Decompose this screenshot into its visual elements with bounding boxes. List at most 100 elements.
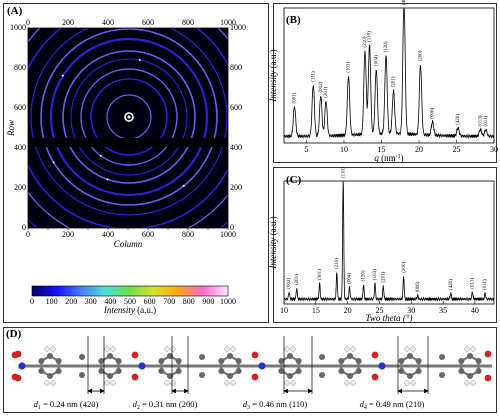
bright-spot — [106, 178, 109, 181]
oxygen-atom — [251, 351, 259, 359]
x-tick-label-top: 600 — [142, 18, 154, 27]
nitrogen-atom — [378, 362, 386, 370]
plot-frame — [283, 180, 495, 305]
beam-center — [124, 112, 134, 122]
carbon-atom — [398, 358, 405, 364]
colorbar-tick-label: 500 — [124, 297, 136, 306]
diffraction-ring — [62, 50, 196, 184]
hydrogen-atom — [284, 346, 290, 352]
nitrogen-atom — [138, 362, 146, 370]
peak-label: (006) — [431, 108, 436, 119]
hydrogen-atom — [164, 380, 170, 386]
carbon-atom — [475, 368, 482, 374]
hydrogen-atom — [284, 380, 290, 386]
carbon-atom — [47, 353, 53, 359]
carbon-atom — [398, 368, 405, 374]
hydrogen-atom — [344, 380, 350, 386]
carbon-atom — [158, 358, 165, 364]
carbon-atom — [98, 358, 105, 364]
bright-spot — [138, 59, 141, 62]
x-tick-label-bottom: 800 — [182, 230, 194, 239]
bright-spot — [182, 184, 185, 187]
hydrogen-atom — [104, 380, 110, 386]
peak-label: (201) — [392, 76, 397, 87]
monomer-unit — [371, 346, 422, 386]
diffraction-rings — [28, 28, 228, 228]
y-tick-label-right: 400 — [230, 143, 242, 152]
x-tick-label: 30 — [407, 306, 415, 315]
x-tick-label: 25 — [375, 306, 383, 315]
x-tick-label: 30 — [490, 145, 498, 154]
colorbar-tick-label: 400 — [104, 297, 116, 306]
x-axis-unit: (nm-1) — [381, 153, 404, 163]
colorbar-tick-label: 300 — [85, 297, 97, 306]
x-tick-label-bottom: 0 — [26, 230, 30, 239]
peak-label: (210) — [363, 36, 368, 47]
carbon-atom — [38, 358, 45, 364]
x-tick-label-bottom: 400 — [102, 230, 114, 239]
peak-label: (201) — [324, 87, 329, 98]
x-tick-label: 20 — [344, 306, 352, 315]
x-tick-label-top: 0 — [26, 18, 30, 27]
hydrogen-atom — [44, 346, 50, 352]
carbon-atom — [38, 368, 45, 374]
carbon-atom — [107, 373, 113, 379]
nitrogen-atom — [18, 362, 26, 370]
carbon-atom — [175, 358, 182, 364]
carbon-atom — [439, 354, 445, 360]
bright-spot — [99, 154, 102, 157]
carbon-atom — [218, 358, 225, 364]
beamstop-bar — [28, 138, 228, 147]
x-tick-label: 10 — [340, 145, 348, 154]
carbon-atom — [407, 373, 413, 379]
x-tick-label: 35 — [439, 306, 447, 315]
colorbar-label: Intensity (a.u.) — [103, 305, 156, 315]
y-tick-label-right: 200 — [230, 183, 242, 192]
carbon-atom — [458, 368, 465, 374]
carbon-atom — [175, 368, 182, 374]
carbon-atom — [287, 373, 293, 379]
oxygen-atom — [251, 373, 259, 381]
carbon-atom — [347, 353, 353, 359]
peak-label: (002) — [319, 81, 324, 92]
carbon-atom — [55, 358, 62, 364]
peak-label: (420) — [449, 279, 454, 290]
peak-label: (111) — [311, 71, 316, 82]
x-tick-label-bottom: 200 — [62, 230, 74, 239]
oxygen-atom — [131, 373, 139, 381]
hydrogen-atom — [170, 346, 176, 352]
hydrogen-atom — [230, 346, 236, 352]
hydrogen-atom — [290, 346, 296, 352]
panel-b-label: (B) — [286, 14, 301, 26]
y-axis-unit: (a.u.) — [268, 49, 278, 68]
oxygen-atom — [131, 351, 139, 359]
carbon-atom — [287, 353, 293, 359]
oxygen-atom — [371, 351, 379, 359]
y-tick-label-right: 800 — [230, 63, 242, 72]
monomer-unit — [131, 346, 182, 386]
d-spacing-label: d3 = 0.46 nm (110) — [243, 399, 308, 411]
colorbar-tick-label: 700 — [163, 297, 175, 306]
carbon-atom — [355, 368, 362, 374]
carbon-atom — [235, 368, 242, 374]
hydrogen-atom — [224, 346, 230, 352]
hydrogen-atom — [404, 380, 410, 386]
bright-spot — [61, 74, 64, 77]
x-tick-label-top: 800 — [182, 18, 194, 27]
carbon-atom — [115, 368, 122, 374]
oxygen-atom — [14, 374, 22, 382]
carbon-atom — [79, 354, 85, 360]
colorbar-tick-label: 100 — [46, 297, 58, 306]
carbon-atom — [338, 368, 345, 374]
y-axis-label: Intensity (a.u.) — [268, 49, 278, 102]
diffraction-ring — [30, 28, 228, 216]
peak-label: (004) — [374, 55, 379, 66]
hydrogen-atom — [470, 346, 476, 352]
colorbar-tick-label: 800 — [183, 297, 195, 306]
carbon-atom — [415, 358, 422, 364]
carbon-atom — [167, 353, 173, 359]
oxygen-atom — [371, 373, 379, 381]
hydrogen-atom — [104, 346, 110, 352]
